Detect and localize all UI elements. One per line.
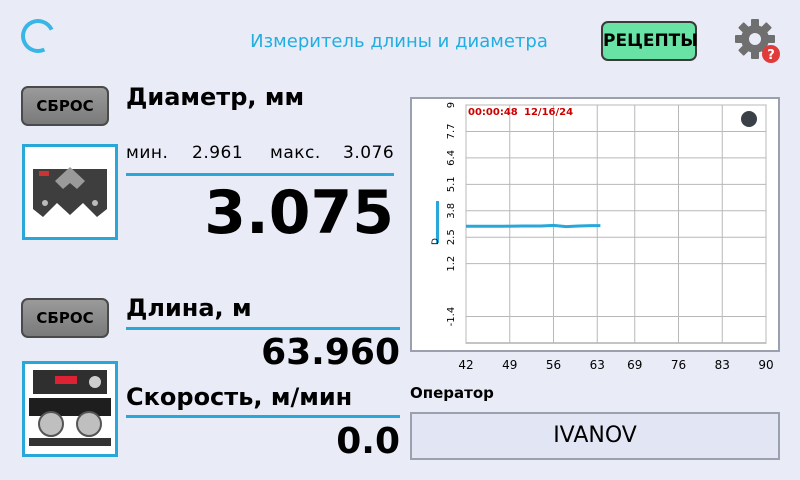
chart-x-tick-label: 76 (670, 358, 687, 372)
chart-y-tick-label: 9 (446, 102, 457, 108)
speed-divider (126, 415, 400, 418)
length-reset-button[interactable]: СБРОС (21, 298, 109, 338)
chart-status-dot-icon (741, 111, 757, 127)
diameter-reset-button[interactable]: СБРОС (21, 86, 109, 126)
chart-x-tick-label: 42 (458, 358, 474, 372)
operator-input[interactable]: IVANOV (410, 412, 780, 460)
diameter-min-value: 2.961 (192, 143, 244, 163)
diameter-max-value: 3.076 (343, 143, 395, 163)
length-counter-image (22, 361, 118, 457)
recipes-button[interactable]: РЕЦЕПТЫ (601, 21, 698, 61)
length-value: 63.960 (261, 332, 400, 373)
chart-x-tick-label: 83 (714, 358, 730, 372)
help-badge-icon (762, 45, 780, 63)
diameter-chart: -1.4 1.2 2.5 3.8 5.1 6.4 7.7 9 D 00:00:48 12/16… (410, 97, 780, 352)
chart-y-tick-label: 6.4 (446, 150, 457, 166)
chart-date: 12/16/24 (524, 107, 573, 118)
operator-label: Оператор (410, 384, 494, 402)
chart-y-tick-label: 3.8 (446, 203, 457, 219)
chart-level-indicator (436, 201, 439, 243)
diameter-max-label: макс. (270, 143, 321, 163)
chart-x-tick-label: 90 (758, 358, 774, 372)
settings-gear-icon[interactable]: ? (733, 17, 781, 65)
chart-y-tick-label: 2.5 (446, 229, 457, 245)
diameter-gauge-image (22, 144, 118, 240)
chart-x-tick-label: 49 (502, 358, 518, 372)
chart-y-tick-label: 7.7 (446, 123, 457, 139)
chart-x-ticks: 42 49 56 63 69 76 83 90 (0, 358, 800, 376)
chart-plot-area (465, 104, 767, 344)
chart-series-line (466, 223, 601, 229)
chart-x-tick-label: 63 (589, 358, 605, 372)
svg-text:?: ? (767, 48, 775, 63)
length-title: Длина, м (126, 294, 252, 322)
diameter-divider (126, 173, 394, 176)
speed-value: 0.0 (336, 421, 400, 462)
diameter-min-label: мин. (126, 143, 169, 163)
diameter-value: 3.075 (204, 178, 394, 248)
chart-time: 00:00:48 (468, 107, 518, 118)
chart-x-tick-label: 56 (545, 358, 562, 372)
diameter-chart-svg: -1.4 1.2 2.5 3.8 5.1 6.4 7.7 9 D 00:00:48 12/16… (431, 102, 767, 344)
diameter-title: Диаметр, мм (126, 83, 305, 111)
chart-x-tick-label: 69 (627, 358, 643, 372)
chart-y-tick-label: -1.4 (446, 307, 457, 327)
speed-title: Скорость, м/мин (126, 383, 353, 411)
chart-y-tick-label: 1.2 (446, 256, 457, 272)
app-title: Измеритель длины и диаметра (250, 31, 548, 52)
chart-y-tick-label: 5.1 (446, 176, 457, 192)
chart-y-axis-label: D (431, 238, 441, 245)
length-divider (126, 327, 400, 330)
